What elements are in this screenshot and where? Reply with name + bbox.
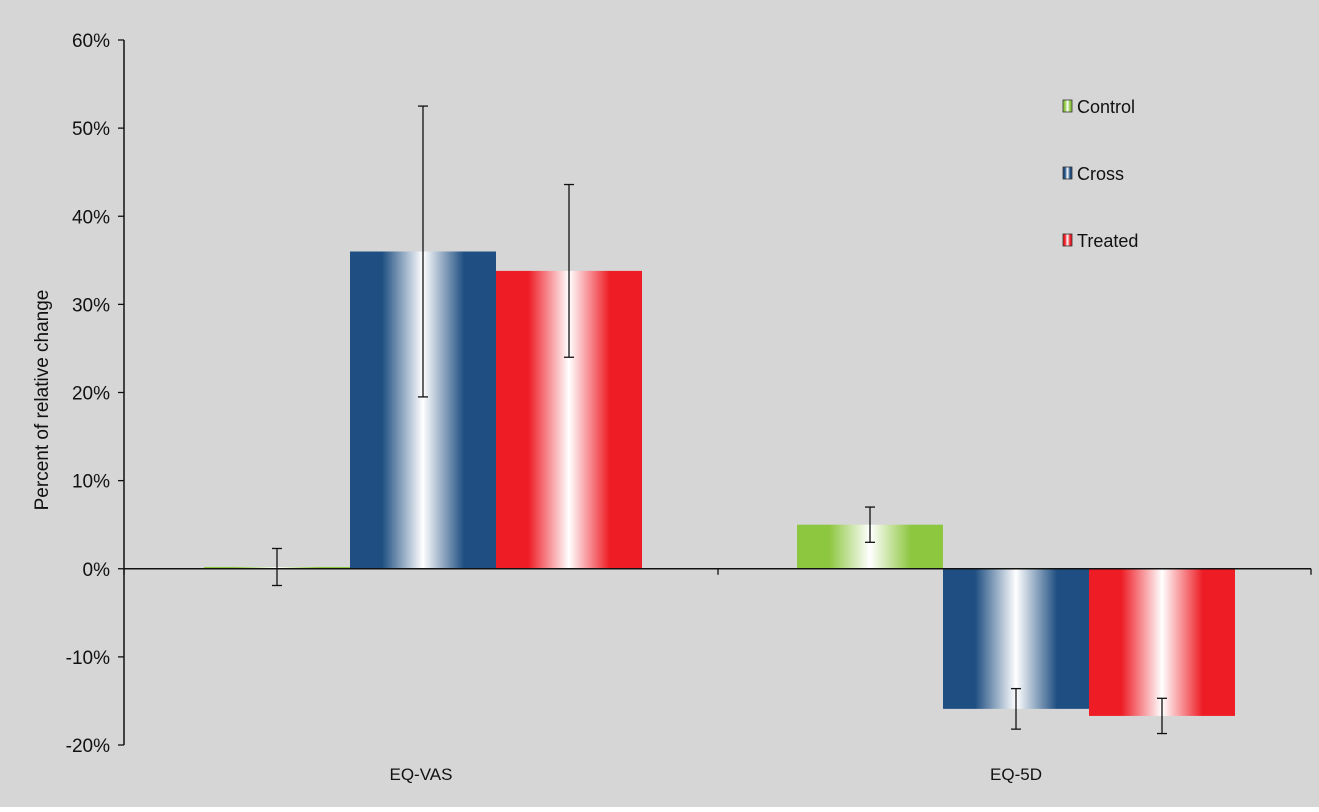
legend-swatch-control [1062, 99, 1073, 113]
error-bar-cross-1 [1011, 687, 1021, 730]
y-tick-label: 10% [72, 472, 110, 493]
y-tick-label: 50% [72, 119, 110, 140]
error-bar-control-0 [272, 547, 282, 587]
y-tick-label: -20% [66, 736, 110, 757]
y-tick-label: 60% [72, 31, 110, 52]
bar-cross-1 [943, 568, 1089, 709]
y-tick-label: 20% [72, 384, 110, 405]
error-bar-control-1 [865, 506, 875, 543]
legend-swatch-cross [1062, 166, 1073, 180]
legend: Control Cross Treated [1062, 97, 1138, 251]
legend-swatch-treated [1062, 233, 1073, 247]
y-tick-label: -10% [66, 648, 110, 669]
y-tick-label: 0% [83, 560, 111, 581]
y-axis-label: Percent of relative change [32, 290, 53, 511]
error-bar-treated-0 [564, 183, 574, 358]
bar-treated-1 [1089, 568, 1235, 716]
x-category-labels: EQ-VAS EQ-5D [390, 765, 1042, 784]
x-category-label: EQ-VAS [390, 765, 453, 784]
legend-label-cross: Cross [1077, 164, 1124, 184]
y-tick-label: 30% [72, 295, 110, 316]
legend-label-control: Control [1077, 97, 1135, 117]
x-category-label: EQ-5D [990, 765, 1042, 784]
y-tick-label: 40% [72, 207, 110, 228]
error-bars-layer [272, 105, 1167, 735]
y-ticks: -20% -10% 0% 10% 20% 30% 40% 50% 60% [66, 31, 124, 757]
legend-label-treated: Treated [1077, 231, 1138, 251]
error-bar-cross-0 [418, 105, 428, 398]
error-bar-treated-1 [1157, 697, 1167, 735]
